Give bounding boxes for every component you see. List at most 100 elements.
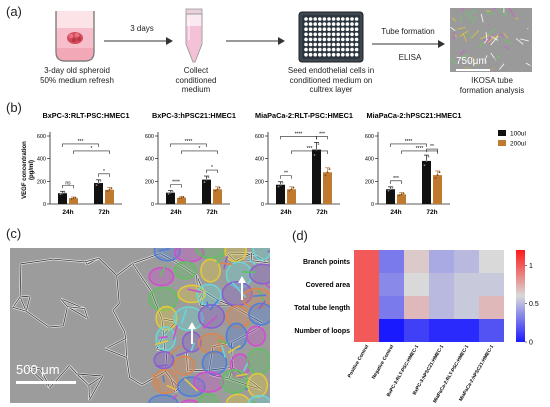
bar	[166, 192, 175, 204]
heatmap-row-label: Total tube length	[294, 305, 350, 312]
tube-segment	[159, 265, 167, 278]
well-dot	[336, 52, 340, 57]
significance-bracket	[316, 136, 328, 140]
well-dot	[304, 52, 308, 57]
data-point	[182, 196, 185, 199]
data-point	[281, 181, 284, 184]
data-point	[218, 186, 221, 189]
significance-bracket	[170, 184, 182, 188]
well-dot	[331, 47, 336, 52]
panel-label-a: (a)	[6, 4, 22, 19]
y-tick-label: 600	[145, 134, 154, 140]
panel-c-scale-label: 500 μm	[16, 362, 60, 377]
data-point	[178, 197, 181, 200]
segmented-loop	[173, 306, 204, 331]
tube-segment	[20, 295, 31, 298]
tube-segment	[459, 14, 462, 23]
well-dot	[322, 17, 327, 21]
bar	[213, 189, 222, 204]
segmented-loop	[148, 266, 175, 287]
data-point	[95, 184, 98, 187]
tube-segment	[504, 45, 510, 50]
tube-segment	[151, 373, 161, 388]
segmented-loop	[225, 393, 251, 403]
significance-label: *	[103, 169, 105, 175]
significance-bracket	[62, 184, 74, 189]
tube-segment	[453, 31, 455, 41]
data-point	[402, 192, 405, 195]
tube-segment	[124, 331, 126, 339]
well-dot	[341, 42, 345, 47]
micrograph-scale-bar	[456, 69, 490, 71]
segmented-loop	[225, 261, 253, 289]
data-point	[97, 182, 100, 184]
significance-label: ***	[393, 176, 399, 182]
y-tick-label: 400	[145, 157, 154, 163]
significance-bracket	[291, 150, 328, 154]
heatmap-cell	[379, 319, 404, 342]
well-dot	[304, 47, 308, 52]
y-tick-label: 200	[255, 179, 264, 185]
data-point	[106, 190, 109, 193]
tube-segment	[486, 12, 495, 15]
tube-segment	[171, 394, 178, 400]
well-dot	[350, 17, 354, 21]
well-dot	[313, 42, 317, 47]
data-point	[279, 183, 282, 186]
well-dot	[304, 32, 308, 37]
tube-segment	[480, 34, 490, 40]
bar	[69, 198, 78, 204]
heatmap-cell	[404, 296, 429, 319]
data-point	[110, 187, 113, 190]
heatmap-row-label: Covered area	[306, 282, 350, 289]
segmented-loop	[246, 348, 270, 375]
segmented-loop	[147, 394, 179, 403]
tube-formation-heatmap: Branch points Covered area Total tube leng…	[294, 250, 539, 404]
well-dot	[327, 47, 331, 52]
data-point	[207, 176, 210, 179]
tube-segment	[132, 263, 152, 292]
tube-segment	[244, 387, 249, 391]
significance-bracket	[73, 150, 110, 154]
well-dot	[336, 47, 340, 52]
data-point	[292, 186, 295, 189]
tube-segment	[508, 8, 516, 17]
spheroid-well-icon	[55, 11, 95, 62]
bar	[94, 183, 103, 204]
segmented-loop	[192, 371, 225, 393]
tube-segment	[165, 371, 172, 379]
tube-segment	[48, 325, 64, 328]
caption-line: cultrex layer	[309, 85, 353, 94]
heatmap-cell	[429, 296, 454, 319]
well-dot	[354, 47, 359, 52]
data-point	[70, 198, 73, 200]
x-tick-label: 24h	[170, 209, 181, 216]
well-dot	[336, 17, 340, 21]
data-point	[436, 174, 439, 176]
tube-segment	[267, 249, 270, 253]
spheroid-caption: 3-day old spheroid 50% medium refresh	[22, 66, 132, 85]
tube-segment	[251, 401, 259, 403]
tube-segment	[462, 32, 467, 42]
tube-segment	[231, 328, 258, 344]
well-dot	[341, 17, 345, 21]
significance-label: ***	[78, 139, 84, 145]
caption-line: Seed endothelial cells in	[287, 66, 375, 75]
tube-segment	[150, 291, 163, 319]
well-dot	[327, 32, 331, 37]
data-point	[328, 168, 331, 170]
significance-label: ****	[295, 131, 303, 137]
data-point	[438, 171, 441, 174]
x-tick-label: 72h	[98, 209, 109, 216]
well-dot	[318, 22, 322, 26]
chart-title: BxPC-3:hPSC21:HMEC1	[152, 111, 236, 120]
data-point	[59, 193, 62, 196]
collect-caption: Collect conditioned medium	[158, 66, 234, 95]
data-point	[313, 154, 316, 156]
significance-label: *	[199, 146, 201, 152]
y-tick-label: 0	[151, 202, 154, 208]
tube-formation-label: Tube formation	[381, 27, 435, 36]
y-axis-label: VEGF concentration	[22, 141, 28, 199]
well-dot	[313, 32, 317, 37]
well-dot	[341, 22, 345, 26]
